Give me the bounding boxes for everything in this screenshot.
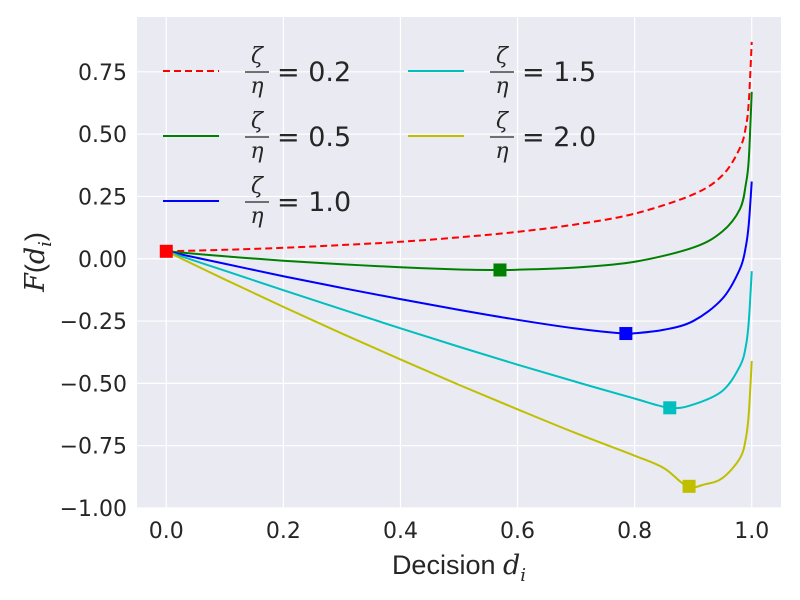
legend-zeta: ζ xyxy=(251,174,265,199)
legend-zeta: ζ xyxy=(496,44,510,69)
x-tick-label: 0.2 xyxy=(266,519,301,544)
legend-value: = 2.0 xyxy=(522,122,596,153)
y-axis-title: F(di) xyxy=(20,232,56,293)
y-tick-label: −0.25 xyxy=(60,310,127,335)
legend-value: = 0.2 xyxy=(277,57,351,88)
y-tick-label: −0.75 xyxy=(60,435,127,460)
legend-value: = 1.5 xyxy=(522,57,596,88)
legend-eta: η xyxy=(250,139,263,164)
legend-value: = 0.5 xyxy=(277,122,351,153)
y-tick-label: −1.00 xyxy=(60,497,127,522)
legend-eta: η xyxy=(250,74,263,99)
x-tick-label: 0.6 xyxy=(500,519,535,544)
series-layer xyxy=(165,41,753,489)
y-tick-label: 0.50 xyxy=(78,123,127,148)
legend-item-5: ζη = 2.0 xyxy=(408,109,596,164)
x-tick-label: 0.4 xyxy=(383,519,418,544)
x-tick-label: 1.0 xyxy=(734,519,769,544)
legend-item-3: ζη = 1.0 xyxy=(163,174,351,229)
legend-eta: η xyxy=(495,139,508,164)
y-tick-labels: −1.00 −0.75 −0.50 −0.25 0.00 0.25 0.50 0.75 xyxy=(60,61,127,522)
plot-area xyxy=(137,17,781,508)
y-tick-label: 0.75 xyxy=(78,61,127,86)
minimum-marker-3 xyxy=(619,327,633,341)
minimum-marker-5 xyxy=(682,479,696,493)
series-line-5 xyxy=(165,250,753,489)
y-tick-label: −0.50 xyxy=(60,372,127,397)
legend-eta: η xyxy=(250,204,263,229)
legend-eta: η xyxy=(495,74,508,99)
minimum-marker-2 xyxy=(493,263,507,277)
legend-value: = 1.0 xyxy=(277,187,351,218)
legend-item-4: ζη = 1.5 xyxy=(408,44,596,99)
legend-zeta: ζ xyxy=(251,109,265,134)
legend-zeta: ζ xyxy=(496,109,510,134)
x-tick-label: 0.0 xyxy=(149,519,184,544)
marker-layer xyxy=(159,244,696,493)
legend-zeta: ζ xyxy=(251,44,265,69)
legend-item-1: ζη = 0.2 xyxy=(163,44,351,99)
x-axis-title: Decision di xyxy=(392,550,526,586)
start-marker xyxy=(159,244,173,258)
legend-item-2: ζη = 0.5 xyxy=(163,109,351,164)
minimum-marker-4 xyxy=(663,401,677,415)
y-tick-label: 0.00 xyxy=(78,248,127,273)
x-tick-labels: 0.0 0.2 0.4 0.6 0.8 1.0 xyxy=(149,519,769,544)
series-line-4 xyxy=(165,250,753,410)
y-tick-label: 0.25 xyxy=(78,185,127,210)
x-tick-label: 0.8 xyxy=(617,519,652,544)
series-line-2 xyxy=(166,91,753,272)
series-line-1 xyxy=(166,41,753,253)
legend: ζη = 0.2ζη = 0.5ζη = 1.0ζη = 1.5ζη = 2.0 xyxy=(163,44,596,229)
